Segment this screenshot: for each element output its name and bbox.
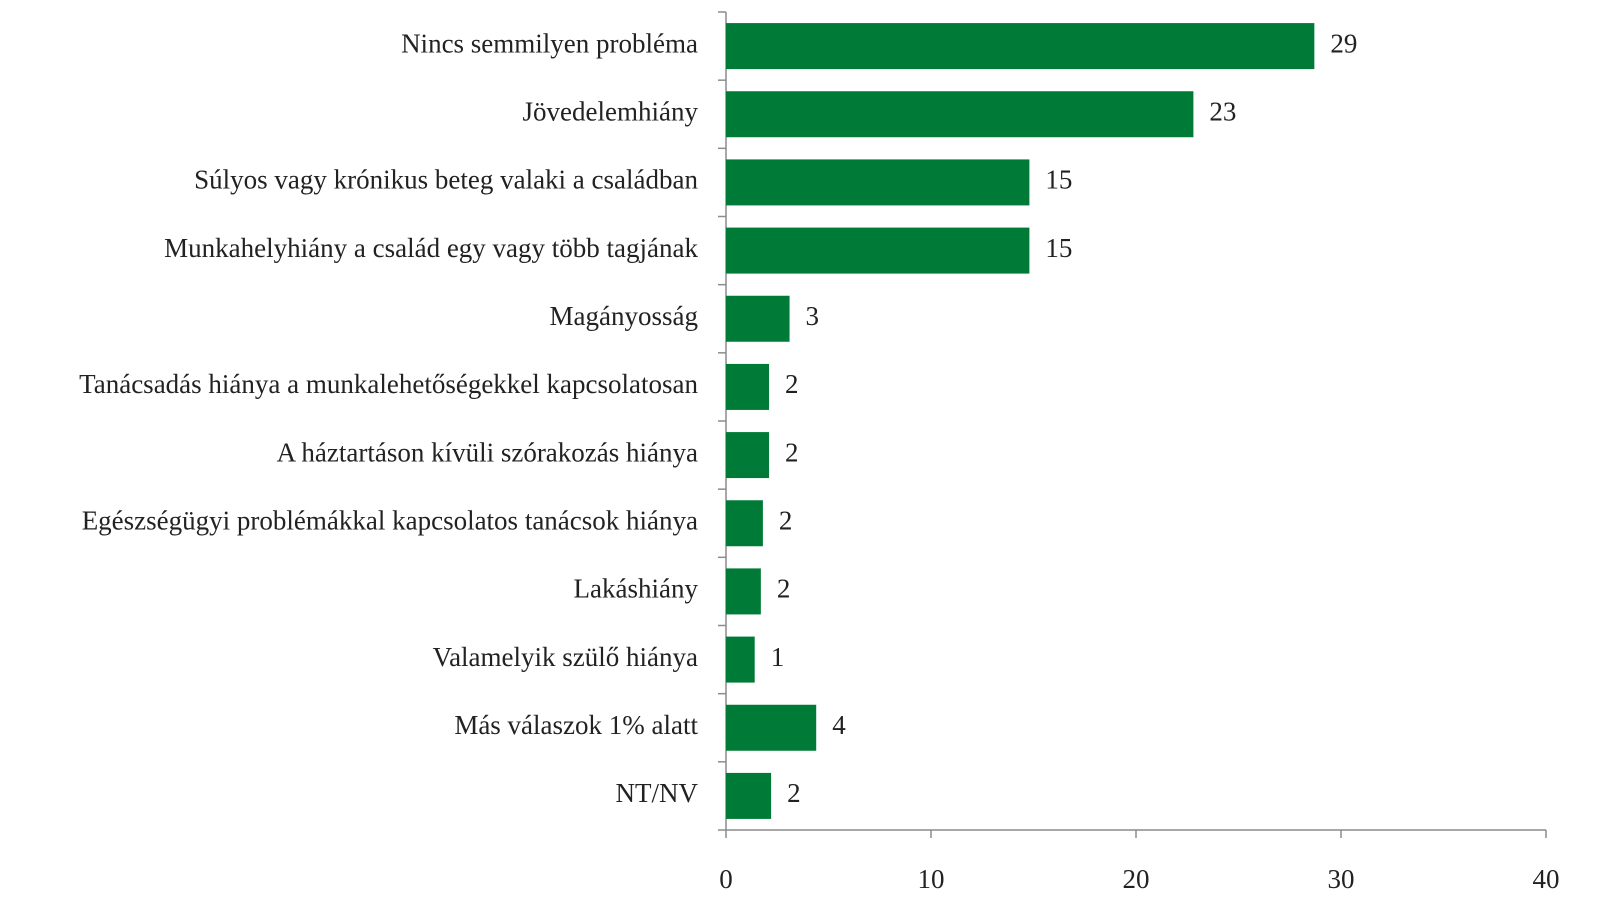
category-label: Valamelyik szülő hiánya — [433, 642, 698, 672]
x-tick-label: 10 — [918, 864, 945, 894]
value-label: 3 — [806, 301, 820, 331]
category-label: Jövedelemhiány — [523, 96, 699, 126]
x-tick-label: 0 — [719, 864, 733, 894]
value-label: 23 — [1209, 96, 1236, 126]
bar — [726, 636, 755, 683]
value-label: 2 — [779, 505, 793, 535]
category-label: Tanácsadás hiánya a munkalehetőségekkel … — [79, 369, 698, 399]
value-label: 15 — [1045, 165, 1072, 195]
value-label: 29 — [1330, 28, 1357, 58]
x-tick-label: 20 — [1123, 864, 1150, 894]
bar — [726, 772, 772, 819]
category-label: Munkahelyhiány a család egy vagy több ta… — [164, 233, 698, 263]
bar — [726, 500, 763, 547]
category-label: Súlyos vagy krónikus beteg valaki a csal… — [194, 165, 698, 195]
bar — [726, 568, 761, 615]
bar — [726, 704, 817, 751]
bar — [726, 23, 1315, 70]
value-label: 2 — [787, 778, 801, 808]
x-tick-label: 30 — [1328, 864, 1355, 894]
value-label: 2 — [785, 437, 799, 467]
category-label: Lakáshiány — [574, 574, 699, 604]
bar — [726, 432, 770, 479]
value-label: 2 — [785, 369, 799, 399]
bar — [726, 227, 1030, 274]
category-label: Magányosság — [550, 301, 698, 331]
category-label: Egészségügyi problémákkal kapcsolatos ta… — [82, 505, 698, 535]
bar — [726, 159, 1030, 206]
x-tick-label: 40 — [1533, 864, 1560, 894]
bar — [726, 91, 1194, 138]
category-label: Más válaszok 1% alatt — [454, 710, 698, 740]
bar — [726, 295, 790, 342]
value-label: 15 — [1045, 233, 1072, 263]
category-label: A háztartáson kívüli szórakozás hiánya — [277, 437, 698, 467]
category-label: Nincs semmilyen probléma — [401, 28, 698, 58]
value-label: 2 — [777, 574, 791, 604]
bar — [726, 363, 770, 410]
category-label: NT/NV — [616, 778, 699, 808]
value-label: 4 — [832, 710, 846, 740]
value-label: 1 — [771, 642, 785, 672]
